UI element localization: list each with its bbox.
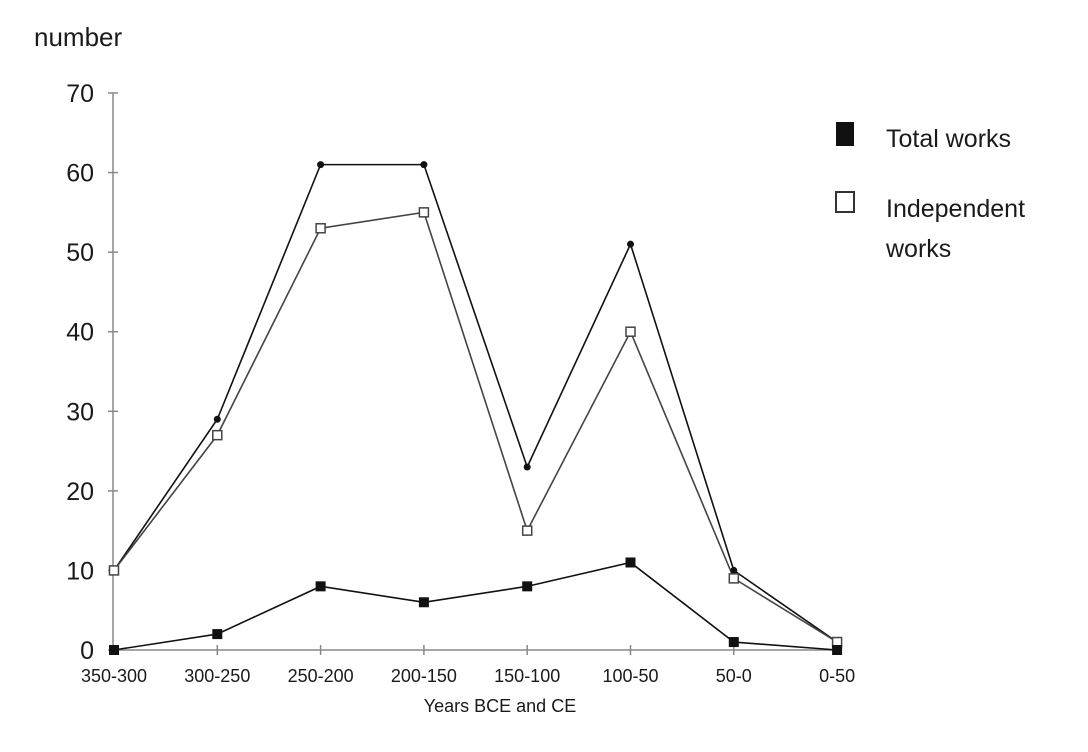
x-tick-label: 200-150 [391,666,457,686]
legend-label: Independent [886,195,1025,223]
x-tick-label: 250-200 [288,666,354,686]
point-upper [213,415,221,423]
point-independent [212,429,223,441]
x-axis-label: Years BCE and CE [424,696,576,716]
x-tick-label: 0-50 [819,666,855,686]
legend-marker-open [835,191,855,213]
point-lower [832,645,843,655]
point-lower [728,637,739,648]
series-lines [113,163,838,651]
legend: Total works Independent works [835,122,1025,263]
series-markers [108,161,843,655]
y-tick-label: 0 [80,637,94,665]
y-tick-label: 60 [66,160,94,188]
legend-label: Total works [886,125,1011,153]
point-upper [317,161,325,169]
point-independent [418,207,430,218]
point-lower [109,645,119,655]
series-line-independent [113,211,838,643]
x-tick-label: 300-250 [184,666,250,686]
x-tick-label: 50-0 [716,666,752,686]
y-tick-label: 40 [66,319,94,347]
point-independent [315,223,326,234]
point-upper [420,161,428,169]
point-independent [108,565,120,576]
x-tick-label: 350-300 [81,666,147,686]
y-tick-label: 30 [66,398,94,426]
y-axis-label: number [34,22,122,52]
x-tick-label: 150-100 [494,666,560,686]
point-upper [523,463,531,471]
series-line-upper [113,163,838,643]
y-tick-label: 70 [66,80,94,108]
point-lower [625,557,636,568]
point-lower [418,597,429,608]
series-line-lower [113,561,838,651]
point-lower [315,581,326,592]
point-lower [522,581,533,592]
legend-label: works [885,235,951,263]
point-independent [521,525,533,536]
y-tick-label: 50 [66,239,94,267]
x-ticks: 350-300 300-250 250-200 200-150 150-100 100-5… [81,645,855,686]
x-tick-label: 100-50 [602,666,658,686]
point-upper [730,566,738,574]
y-ticks: 0 10 20 30 40 50 60 70 [66,80,118,665]
point-lower [212,629,223,640]
point-upper [627,240,634,248]
y-tick-label: 20 [66,478,94,506]
legend-marker-filled [836,122,854,146]
point-independent [625,326,636,337]
point-independent [728,573,740,584]
y-tick-label: 10 [66,557,94,585]
